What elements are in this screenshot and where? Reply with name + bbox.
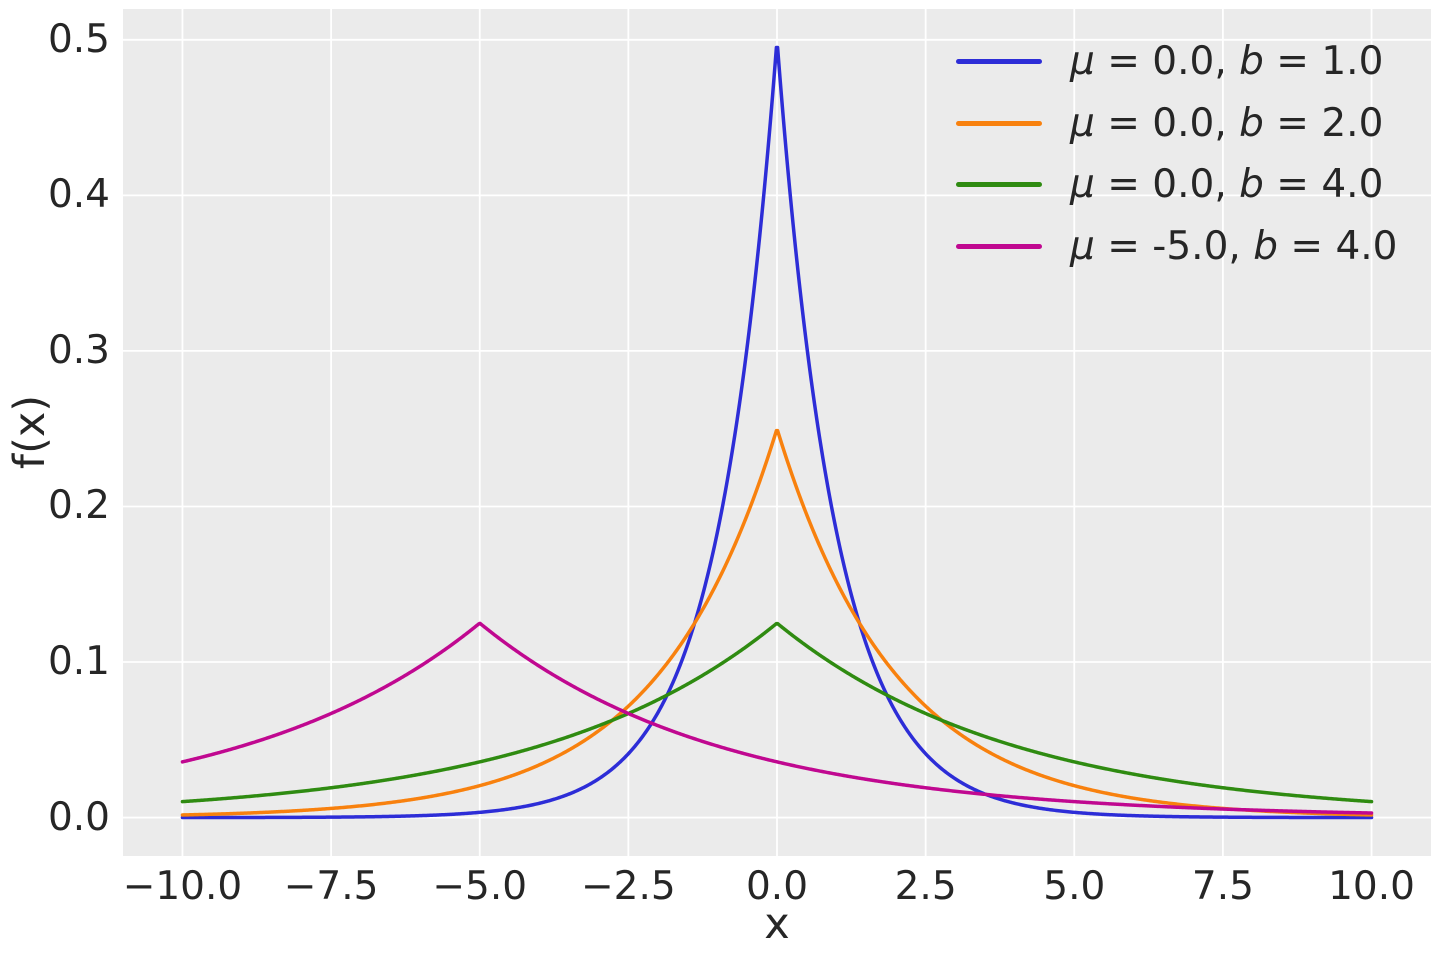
legend-label-text: = 2.0 — [1263, 100, 1384, 146]
legend-label-text: = 0.0, — [1094, 162, 1240, 208]
legend-label-text: = -5.0, — [1094, 223, 1254, 269]
legend-label-math-symbol: μ — [1070, 223, 1095, 269]
x-tick-label: −10.0 — [122, 864, 243, 909]
y-tick-label: 0.5 — [47, 16, 110, 62]
legend-label-math-symbol: b — [1253, 223, 1278, 269]
legend: μ = 0.0, b = 1.0 μ = 0.0, b = 2.0 μ = 0.0,… — [956, 31, 1397, 277]
series-line-laplace-mu-0.0-b-1.0 — [180, 45, 1374, 820]
legend-line-swatch — [956, 182, 1042, 188]
x-axis-label: x — [764, 899, 790, 949]
legend-label-math-symbol: b — [1239, 39, 1264, 85]
x-tick-label: 2.5 — [894, 864, 957, 909]
x-tick-label: −5.0 — [432, 864, 528, 909]
y-tick-label: 0.2 — [47, 483, 110, 529]
series-line-laplace-mu-0.0-b-4.0 — [180, 621, 1374, 804]
x-tick-label: 7.5 — [1191, 864, 1254, 909]
legend-label-text: = 0.0, — [1094, 100, 1240, 146]
series-line-laplace-mu--5.0-b-4.0 — [180, 621, 1374, 815]
legend-label: μ = -5.0, b = 4.0 — [1070, 224, 1397, 269]
legend-line-swatch — [956, 120, 1042, 126]
legend-label-text: = 4.0 — [1263, 162, 1384, 208]
legend-item: μ = 0.0, b = 1.0 — [956, 31, 1397, 93]
legend-item: μ = 0.0, b = 2.0 — [956, 93, 1397, 155]
legend-label-math-symbol: μ — [1070, 162, 1095, 208]
x-tick-label: 0.0 — [745, 864, 809, 909]
legend-line-swatch — [956, 243, 1042, 249]
x-tick-label: −2.5 — [581, 864, 676, 909]
x-tick-label: −7.5 — [283, 864, 379, 909]
y-tick-label: 0.0 — [47, 794, 110, 840]
legend-label: μ = 0.0, b = 2.0 — [1070, 101, 1383, 146]
legend-label-math-symbol: μ — [1070, 100, 1095, 146]
legend-label-text: = 4.0 — [1277, 223, 1398, 269]
x-tick-label: 10.0 — [1328, 864, 1415, 909]
legend-label-math-symbol: b — [1239, 162, 1264, 208]
x-tick-label: 5.0 — [1043, 864, 1106, 909]
series-line-laplace-mu-0.0-b-2.0 — [180, 428, 1374, 817]
legend-item: μ = -5.0, b = 4.0 — [956, 216, 1397, 278]
y-tick-label: 0.3 — [47, 327, 110, 373]
legend-line-swatch — [956, 59, 1042, 65]
y-axis-label: f(x) — [5, 394, 55, 470]
legend-label: μ = 0.0, b = 1.0 — [1070, 39, 1383, 84]
legend-label: μ = 0.0, b = 4.0 — [1070, 162, 1383, 207]
legend-item: μ = 0.0, b = 4.0 — [956, 154, 1397, 216]
legend-label-text: = 1.0 — [1263, 39, 1384, 85]
y-tick-label: 0.4 — [47, 172, 110, 218]
y-tick-label: 0.1 — [47, 639, 110, 685]
legend-label-math-symbol: b — [1239, 100, 1264, 146]
legend-label-text: = 0.0, — [1094, 39, 1240, 85]
legend-label-math-symbol: μ — [1070, 39, 1095, 85]
